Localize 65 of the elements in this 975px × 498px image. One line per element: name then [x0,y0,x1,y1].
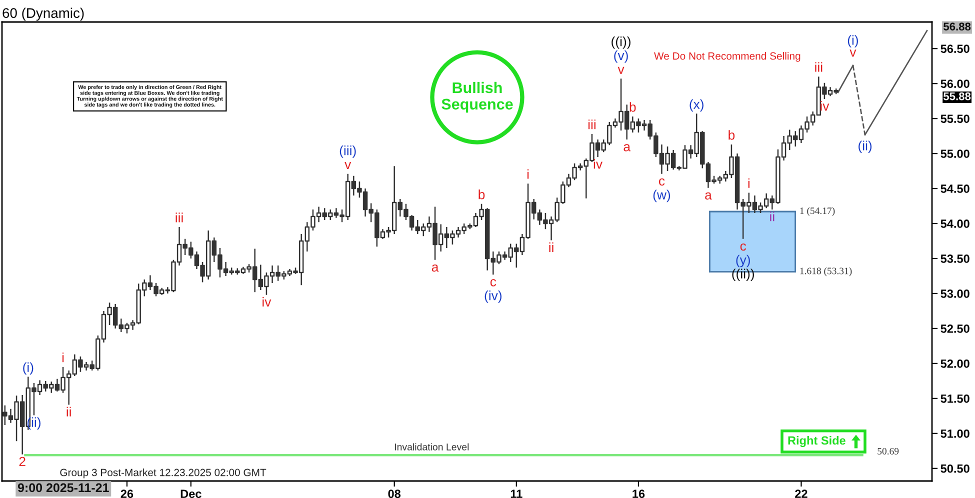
annotation: (i) [23,362,34,375]
annotation: i [527,169,529,179]
annotation: b [630,102,636,112]
y-tick-label: 54.50 [940,184,970,193]
annotation: iv [594,159,602,169]
y-tick-label: 54.00 [940,220,970,228]
annotation: Right Side [788,436,846,448]
annotation: v [344,162,352,170]
annotation: 50.69 [878,448,899,455]
annotation: i [748,178,750,188]
annotation: a [624,144,631,152]
annotation: i [62,352,64,362]
annotation: iii [176,212,183,222]
y-tick-label: 56.50 [940,44,970,53]
annotation: a [705,192,712,200]
annotation: (w) [653,190,670,202]
y-tick-label: 50.50 [940,464,970,473]
annotation: (iv) [484,290,502,303]
x-tick-label: 16 [632,490,645,498]
annotation: (i) [848,35,858,48]
annotation: Bullish Sequence [442,82,513,113]
x-tick-label: 22 [795,490,808,498]
y-tick-label: 51.50 [940,394,970,403]
annotation: (iii) [340,146,356,158]
annotation: We Do Not Recommend Selling [654,52,800,62]
y-tick-label: 52.00 [940,359,970,368]
ref-line-label: 1.618 (53.31) [800,267,852,276]
annotation: ii [66,406,71,416]
text: 9:00 2025-11-21 [18,483,109,492]
annotation: a [432,264,439,272]
annotation: (ii) [858,140,872,153]
annotation: v [850,50,856,57]
annotation: ((i)) [612,36,630,49]
annotation: iv [262,296,272,307]
x-tick-label: Dec [180,490,202,498]
annotation: b [478,190,485,200]
ref-line-label: Invalidation Level [394,443,469,450]
annotation: c [658,178,665,186]
y-tick-label: 51.00 [940,429,970,438]
annotation: ii [770,212,774,222]
annotation: iii [588,120,596,130]
x-tick-label: 26 [120,490,134,498]
ref-line-label: 1 (54.17) [800,207,835,216]
annotation: Group 3 Post-Market 12.23.2025 02:00 GMT [60,468,266,478]
y-tick-label: 53.50 [940,254,970,263]
annotation: iii [815,62,822,72]
text: 56.88 [944,22,971,30]
y-tick-label: 55.00 [940,150,970,158]
annotation: 2 [19,456,26,466]
annotation: ii [549,242,554,252]
annotation: (y) [736,254,750,268]
text: 55.88 [944,92,971,100]
annotation: v [618,66,624,74]
y-tick-label: 52.50 [940,324,970,333]
chart-title: 60 (Dynamic) [2,8,84,21]
y-tick-label: 53.00 [940,290,970,298]
x-tick-label: 08 [388,490,401,498]
y-tick-label: 55.50 [940,114,970,123]
x-tick-label: 11 [510,490,522,498]
annotation: b [728,130,735,140]
annotation: (x) [690,99,704,112]
annotation: (v) [614,50,628,63]
annotation: c [740,243,746,251]
annotation: c [490,279,496,286]
y-tick-label: 56.00 [940,80,970,88]
